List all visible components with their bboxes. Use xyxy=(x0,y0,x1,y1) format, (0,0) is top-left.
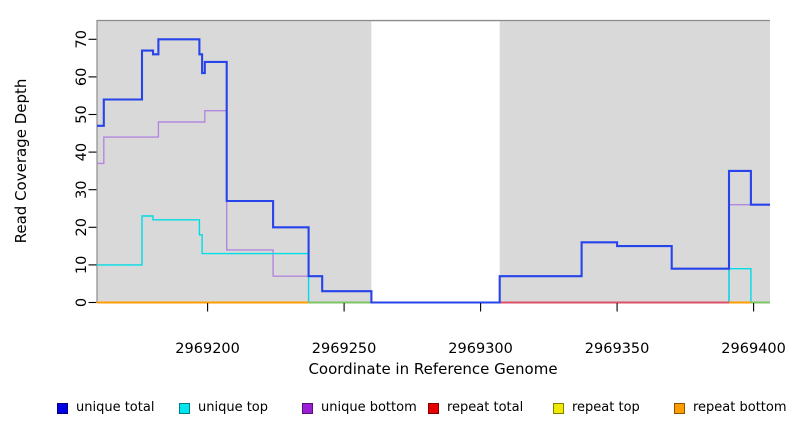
axis-ticks xyxy=(88,38,755,312)
y-tick-label: 50 xyxy=(74,105,90,123)
panel-border xyxy=(96,19,770,303)
x-tick-label: 2969400 xyxy=(721,341,786,357)
x-tick-label: 2969350 xyxy=(585,341,650,357)
x-tick-label: 2969250 xyxy=(312,341,377,357)
series-line-unique-top xyxy=(97,215,770,304)
y-tick-label: 40 xyxy=(74,143,90,161)
y-tick-label: 10 xyxy=(74,256,90,274)
series-line-unique-total xyxy=(97,38,770,304)
y-tick-label: 30 xyxy=(74,180,90,198)
tick-labels: 2969200 2969250 2969300 2969350 2969400 0 10 20… xyxy=(74,30,786,357)
y-tick-label: 0 xyxy=(74,298,90,307)
y-tick-label: 60 xyxy=(74,68,90,86)
y-axis-title: Read Coverage Depth xyxy=(12,78,30,244)
y-tick-label: 70 xyxy=(74,30,90,48)
x-axis-title: Coordinate in Reference Genome xyxy=(308,360,558,378)
x-tick-label: 2969200 xyxy=(175,341,240,357)
masked-region-band xyxy=(371,21,500,303)
series-lines xyxy=(97,38,770,304)
y-tick-label: 20 xyxy=(74,218,90,236)
x-tick-label: 2969300 xyxy=(448,341,513,357)
